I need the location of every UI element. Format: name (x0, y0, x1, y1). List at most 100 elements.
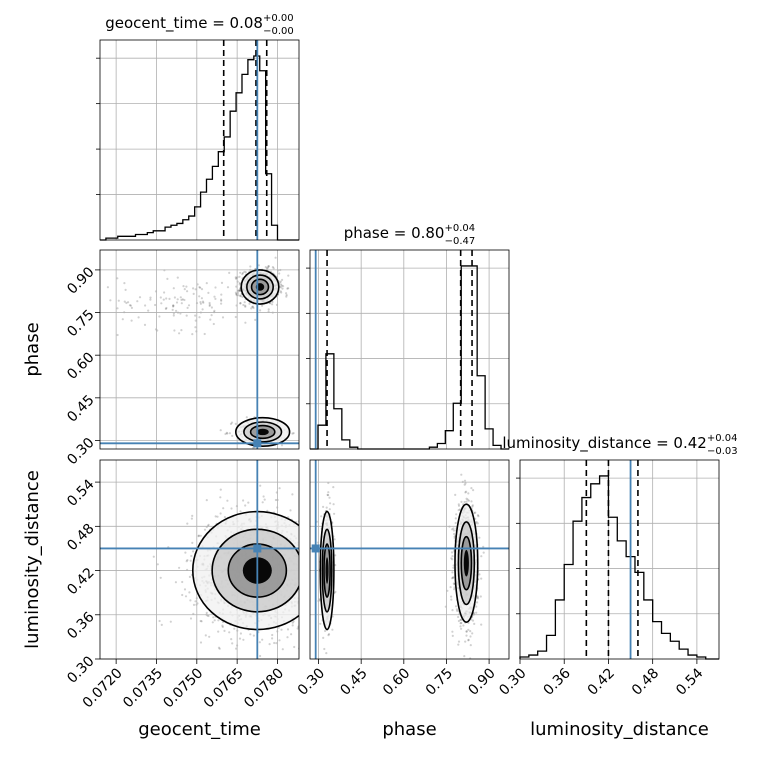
scatter-point (129, 304, 132, 307)
y-tick-label-phase: 0.60 (64, 350, 97, 383)
scatter-point (172, 304, 175, 307)
scatter-point (305, 576, 307, 578)
scatter-point (251, 305, 254, 308)
scatter-point (305, 584, 307, 586)
scatter-point (192, 603, 196, 607)
scatter-point (354, 564, 356, 566)
scatter-point (300, 605, 302, 607)
scatter-point (278, 639, 281, 642)
scatter-point (304, 558, 306, 560)
scatter-point (194, 326, 197, 329)
scatter-point (244, 304, 247, 307)
scatter-point (322, 505, 325, 508)
scatter-point (279, 283, 283, 286)
scatter-point (453, 588, 456, 591)
scatter-point (175, 301, 179, 304)
x-axis-label-geocent_time: geocent_time (138, 719, 261, 740)
scatter-point (286, 628, 290, 631)
chart-elements-layer: geocent_time = 0.08+0.00 −0.00 phase = 0.8… (22, 13, 738, 740)
scatter-point (230, 638, 233, 641)
scatter-point (293, 645, 296, 649)
scatter-point (459, 625, 462, 628)
scatter-point (290, 633, 293, 636)
scatter-point (305, 592, 307, 594)
scatter-point (201, 300, 205, 303)
scatter-point (202, 301, 205, 304)
scatter-point (229, 422, 233, 425)
scatter-point (184, 595, 188, 598)
scatter-point (154, 303, 157, 307)
histogram-step-geocent_time (100, 55, 299, 241)
scatter-point (333, 512, 336, 515)
scatter-point (452, 576, 455, 580)
scatter-point (233, 627, 236, 630)
scatter-point (127, 301, 130, 304)
scatter-point (303, 642, 305, 644)
scatter-point (239, 302, 242, 305)
scatter-point (254, 318, 257, 321)
scatter-point (186, 559, 189, 562)
scatter-point (211, 621, 214, 624)
scatter-point (138, 296, 142, 299)
scatter-point (109, 299, 112, 302)
scatter-point (189, 617, 193, 620)
y-tick-label-luminosity_distance: 0.30 (64, 653, 97, 686)
scatter-point (237, 289, 240, 292)
title-minus: −0.03 (707, 446, 738, 457)
scatter-point (237, 294, 240, 297)
scatter-point (475, 520, 478, 524)
scatter-point (220, 302, 223, 305)
scatter-point (281, 648, 284, 651)
scatter-point (349, 572, 351, 574)
scatter-point (123, 300, 126, 303)
contour-level-4 (463, 549, 469, 577)
scatter-point (465, 630, 468, 633)
scatter-point (181, 580, 184, 584)
scatter-point (450, 598, 453, 601)
scatter-point (183, 298, 186, 302)
scatter-point (455, 608, 458, 611)
scatter-point (197, 535, 200, 538)
x-tick-label-geocent_time: 0.0750 (160, 665, 206, 711)
scatter-point (241, 271, 244, 275)
scatter-point (457, 615, 460, 619)
scatter-point (463, 483, 466, 486)
x-tick-label-phase: 0.45 (337, 665, 370, 698)
title-plus: +0.04 (444, 223, 475, 234)
scatter-point (456, 609, 459, 613)
scatter-point (476, 595, 479, 598)
scatter-point (457, 619, 460, 623)
scatter-point (471, 504, 474, 507)
scatter-point (205, 611, 208, 614)
scatter-point (463, 655, 466, 658)
scatter-point (238, 637, 242, 640)
scatter-point (319, 530, 321, 532)
scatter-point (325, 506, 328, 509)
scatter-point (267, 265, 270, 268)
scatter-point (230, 421, 234, 424)
scatter-point (179, 296, 182, 299)
scatter-point (136, 300, 139, 303)
scatter-point (226, 286, 230, 289)
scatter-point (450, 551, 454, 554)
scatter-point (264, 266, 267, 269)
scatter-point (480, 555, 483, 558)
x-axis-label-phase: phase (382, 719, 436, 740)
scatter-point (186, 306, 189, 309)
scatter-point (274, 498, 277, 502)
scatter-point (147, 309, 150, 312)
scatter-point (467, 499, 470, 502)
scatter-point (181, 593, 184, 597)
scatter-point (258, 641, 261, 644)
scatter-point (189, 559, 192, 562)
scatter-point (332, 670, 334, 672)
scatter-point (208, 635, 211, 638)
scatter-point (226, 499, 229, 502)
scatter-point (242, 303, 245, 307)
y-tick-label-phase: 0.30 (64, 435, 97, 468)
scatter-point (125, 301, 128, 305)
scatter-point (324, 629, 327, 633)
scatter-point (279, 290, 282, 293)
scatter-point (467, 628, 470, 631)
